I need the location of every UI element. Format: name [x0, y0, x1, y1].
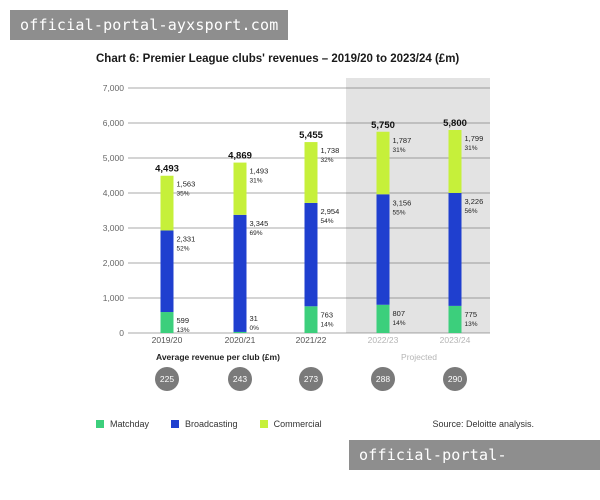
- bar-value-label: 1,787: [393, 136, 412, 145]
- bar-pct-label: 13%: [465, 321, 478, 328]
- bar-segment-broadcasting-4: [448, 192, 462, 306]
- legend-label-matchday: Matchday: [110, 419, 150, 429]
- bar-segment-matchday-4: [448, 305, 462, 333]
- bar-segment-matchday-0: [160, 312, 174, 333]
- avg-revenue-value: 288: [376, 374, 390, 384]
- bar-segment-broadcasting-0: [160, 230, 174, 313]
- bar-segment-commercial-3: [376, 131, 390, 195]
- bar-pct-label: 56%: [465, 208, 478, 215]
- bar-segment-matchday-3: [376, 304, 390, 333]
- watermark-top: official-portal-ayxsport.com: [10, 10, 289, 40]
- bar-pct-label: 31%: [250, 178, 263, 185]
- bar-pct-label: 55%: [393, 209, 406, 216]
- avg-revenue-circle: [228, 367, 252, 391]
- avg-revenue-circle: [443, 367, 467, 391]
- legend-label-commercial: Commercial: [273, 419, 322, 429]
- bar-segment-commercial-4: [448, 130, 462, 193]
- bar-total-label: 5,455: [299, 130, 323, 141]
- bar-value-label: 31: [250, 314, 258, 323]
- bar-pct-label: 35%: [177, 191, 190, 198]
- avg-revenue-circle: [155, 367, 179, 391]
- bar-value-label: 599: [177, 316, 190, 325]
- avg-revenue-circle: [299, 367, 323, 391]
- chart-title: Chart 6: Premier League clubs' revenues …: [96, 53, 460, 65]
- legend-label-broadcasting: Broadcasting: [185, 419, 238, 429]
- bar-pct-label: 14%: [393, 320, 406, 327]
- legend-swatch-matchday: [96, 420, 104, 428]
- bar-total-label: 4,493: [155, 164, 179, 175]
- bar-segment-broadcasting-3: [376, 194, 390, 305]
- y-tick-label: 0: [119, 328, 124, 338]
- y-tick-label: 3,000: [103, 223, 125, 233]
- bar-segment-broadcasting-1: [233, 214, 247, 332]
- bar-segment-matchday-2: [304, 306, 318, 333]
- source-note: Source: Deloitte analysis.: [432, 419, 534, 429]
- y-tick-label: 2,000: [103, 258, 125, 268]
- y-tick-label: 1,000: [103, 293, 125, 303]
- y-tick-label: 6,000: [103, 118, 125, 128]
- projected-label: Projected: [401, 352, 437, 362]
- bar-total-label: 4,869: [228, 151, 252, 162]
- bar-segment-commercial-0: [160, 175, 174, 231]
- legend-swatch-broadcasting: [171, 420, 180, 428]
- bar-pct-label: 0%: [250, 325, 260, 332]
- bar-value-label: 1,738: [321, 146, 340, 155]
- chart-legend: Matchday Broadcasting Commercial: [96, 419, 322, 429]
- bar-value-label: 1,493: [250, 167, 269, 176]
- bar-total-label: 5,750: [371, 120, 395, 131]
- legend-swatch-commercial: [259, 420, 268, 428]
- bar-value-label: 2,954: [321, 207, 340, 216]
- avg-revenue-value: 225: [160, 374, 174, 384]
- avg-revenue-value: 273: [304, 374, 318, 384]
- avg-revenue-title: Average revenue per club (£m): [156, 352, 280, 362]
- bar-pct-label: 13%: [177, 327, 190, 334]
- bar-total-label: 5,800: [443, 118, 467, 129]
- watermark-bottom: official-portal-ayxsport.com: [349, 440, 600, 494]
- bar-value-label: 775: [465, 310, 478, 319]
- bar-value-label: 3,345: [250, 219, 269, 228]
- revenue-chart: 0 1,000 2,000 3,000 4,000 5,000 6,000 7,000 599 1…: [103, 78, 490, 391]
- bar-value-label: 1,799: [465, 134, 484, 143]
- bar-pct-label: 14%: [321, 321, 334, 328]
- bar-value-label: 1,563: [177, 180, 196, 189]
- bar-segment-commercial-2: [304, 142, 318, 203]
- bar-pct-label: 52%: [177, 245, 190, 252]
- x-tick-label: 2023/24: [440, 335, 471, 345]
- bar-segment-commercial-1: [233, 162, 247, 215]
- bar-value-label: 807: [393, 309, 406, 318]
- legend-item-broadcasting: Broadcasting: [171, 419, 238, 429]
- x-tick-label: 2020/21: [225, 335, 256, 345]
- x-tick-label: 2019/20: [152, 335, 183, 345]
- legend-item-commercial: Commercial: [259, 419, 322, 429]
- avg-revenue-value: 243: [233, 374, 247, 384]
- bar-pct-label: 31%: [465, 145, 478, 152]
- bar-pct-label: 69%: [250, 230, 263, 237]
- bar-value-label: 763: [321, 310, 334, 319]
- y-tick-label: 5,000: [103, 153, 125, 163]
- x-tick-label: 2021/22: [296, 335, 327, 345]
- avg-revenue-value: 290: [448, 374, 462, 384]
- y-tick-label: 4,000: [103, 188, 125, 198]
- projected-band: [346, 78, 490, 333]
- bar-pct-label: 32%: [321, 157, 334, 164]
- bar-segment-matchday-1: [233, 331, 247, 333]
- x-tick-label: 2022/23: [368, 335, 399, 345]
- bar-value-label: 3,226: [465, 197, 484, 206]
- bar-segment-broadcasting-2: [304, 202, 318, 307]
- bar-pct-label: 54%: [321, 218, 334, 225]
- y-tick-label: 7,000: [103, 83, 125, 93]
- bar-value-label: 2,331: [177, 234, 196, 243]
- avg-revenue-circle: [371, 367, 395, 391]
- bar-value-label: 3,156: [393, 198, 412, 207]
- bar-pct-label: 31%: [393, 147, 406, 154]
- legend-item-matchday: Matchday: [96, 419, 149, 429]
